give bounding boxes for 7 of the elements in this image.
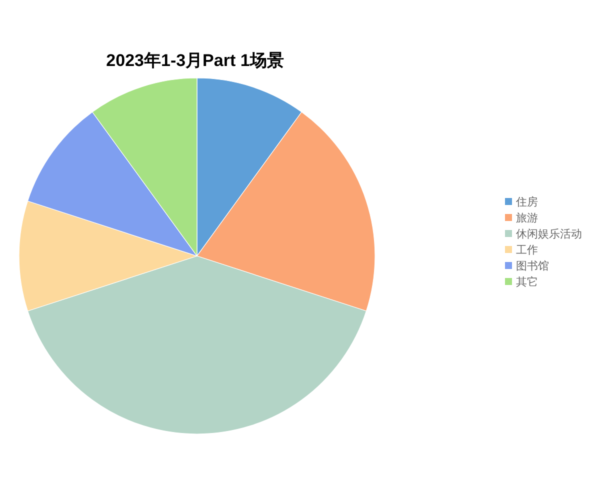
chart-title: 2023年1-3月Part 1场景 — [106, 51, 284, 70]
legend-label: 住房 — [516, 196, 538, 208]
legend-label: 工作 — [516, 244, 538, 256]
legend-label: 图书馆 — [516, 260, 549, 272]
legend-label: 旅游 — [516, 212, 538, 224]
legend-label: 休闲娱乐活动 — [516, 228, 582, 240]
legend-label: 其它 — [516, 276, 538, 288]
